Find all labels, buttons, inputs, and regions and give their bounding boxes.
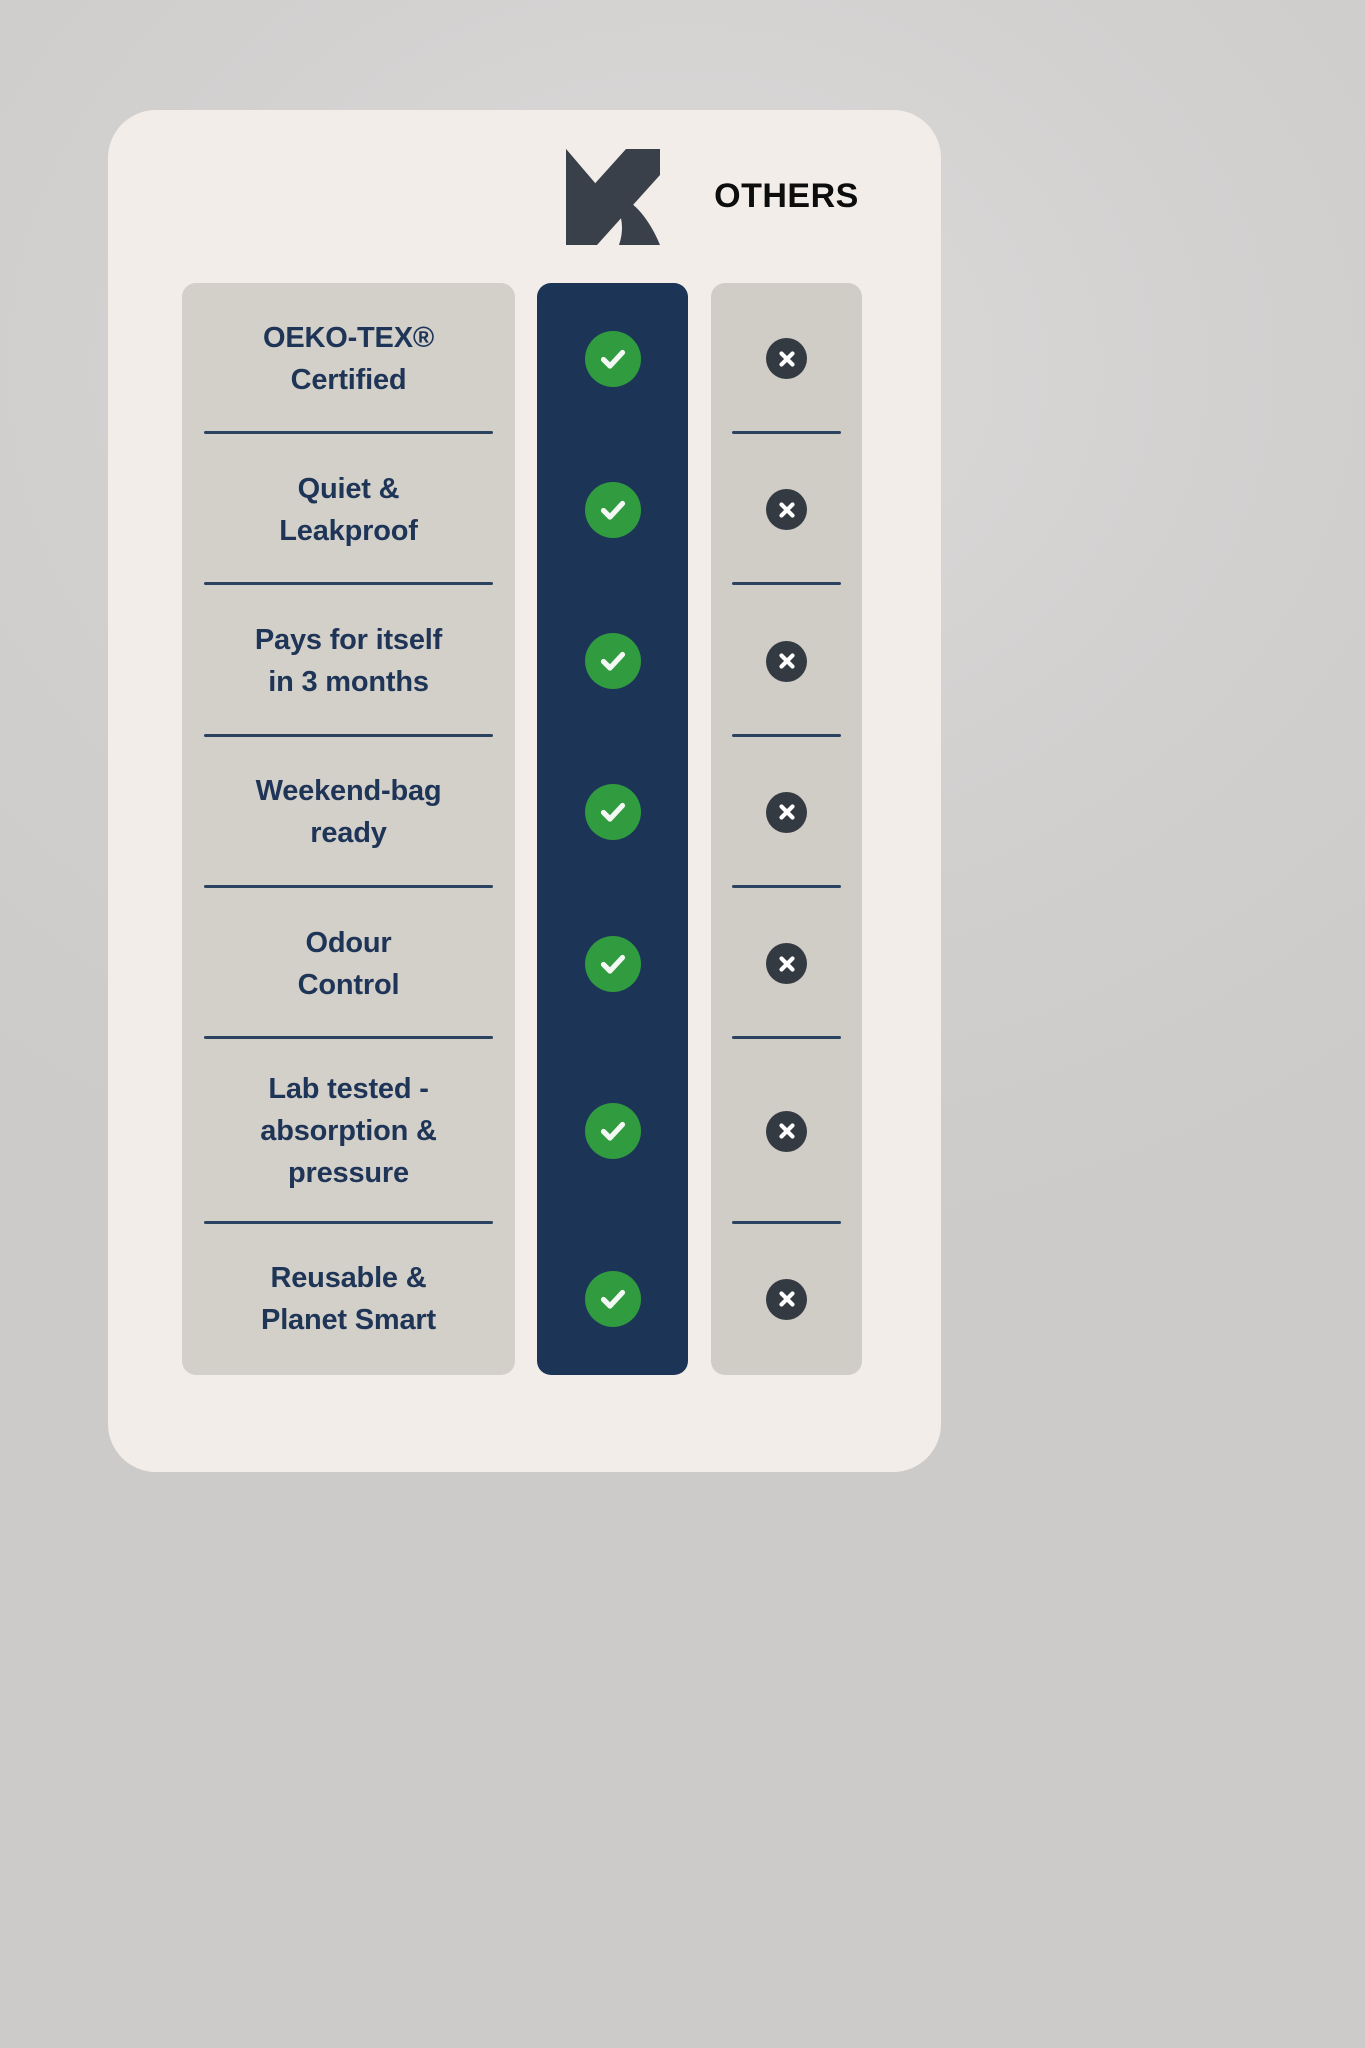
feature-label-line: Quiet &: [297, 472, 400, 505]
others-row-divider: [732, 582, 841, 586]
others-mark-row: [711, 888, 862, 1040]
brand-mark-row: [537, 737, 688, 888]
feature-label: Odour Control: [298, 922, 400, 1006]
others-header-cell: OTHERS: [711, 110, 862, 283]
others-row-divider: [732, 1036, 841, 1040]
feature-label-line: Reusable &: [270, 1262, 427, 1295]
feature-row: Weekend-bag ready: [204, 737, 493, 888]
feature-label: Lab tested - absorption & pressure: [260, 1068, 437, 1194]
brand-mark-row: [537, 434, 688, 585]
feature-row: Pays for itself in 3 months: [204, 585, 493, 737]
check-icon: [584, 481, 641, 538]
feature-label-line: Lab tested -: [268, 1073, 429, 1106]
feature-row: Quiet & Leakproof: [204, 434, 493, 586]
brand-mark-row: [537, 283, 688, 434]
others-row-divider: [732, 431, 841, 435]
brand-mark-row: [537, 585, 688, 736]
feature-label-line: Planet Smart: [261, 1304, 436, 1337]
feature-label-line: ready: [310, 817, 387, 850]
feature-label-line: Leakproof: [279, 514, 418, 547]
feature-row-divider: [204, 431, 493, 435]
comparison-header: OTHERS: [108, 110, 941, 283]
others-row-divider: [732, 1220, 841, 1224]
feature-row: Reusable & Planet Smart: [204, 1224, 493, 1375]
feature-label-line: OEKO-TEX®: [262, 321, 435, 354]
feature-row-divider: [204, 1220, 493, 1224]
feature-row: Lab tested - absorption & pressure: [204, 1039, 493, 1224]
feature-label: Pays for itself in 3 months: [255, 619, 442, 703]
feature-label: Weekend-bag ready: [256, 770, 442, 854]
check-icon: [584, 633, 641, 690]
feature-row-divider: [204, 733, 493, 737]
feature-label-line: in 3 months: [268, 666, 429, 699]
brand-column: [537, 283, 688, 1375]
others-mark-row: [711, 434, 862, 586]
others-mark-row: [711, 283, 862, 435]
cross-icon: [766, 489, 807, 531]
feature-label-line: Pays for itself: [254, 624, 443, 657]
brand-mark-row: [537, 888, 688, 1039]
check-icon: [584, 935, 641, 992]
cross-icon: [766, 1110, 807, 1152]
feature-label: Quiet & Leakproof: [279, 468, 418, 552]
others-row-divider: [732, 733, 841, 737]
cross-icon: [766, 943, 807, 985]
feature-label: OEKO-TEX® Certified: [263, 317, 434, 401]
others-column-label: OTHERS: [714, 177, 859, 215]
feature-row-divider: [204, 1036, 493, 1040]
brand-k-logo-icon: [564, 147, 662, 247]
others-column: [711, 283, 862, 1375]
feature-label: Reusable & Planet Smart: [261, 1257, 436, 1341]
feature-label-line: pressure: [288, 1157, 409, 1190]
feature-label-line: Control: [297, 968, 400, 1001]
features-column: OEKO-TEX® Certified Quiet & Leakproof Pays f…: [182, 283, 515, 1375]
feature-row-divider: [204, 884, 493, 888]
feature-label-line: Weekend-bag: [255, 775, 442, 808]
check-icon: [584, 330, 641, 387]
comparison-columns: OEKO-TEX® Certified Quiet & Leakproof Pays f…: [108, 283, 941, 1375]
cross-icon: [766, 791, 807, 833]
cross-icon: [766, 640, 807, 682]
feature-label-line: Odour: [305, 926, 392, 959]
feature-label-line: Certified: [290, 363, 407, 396]
brand-logo-cell: [537, 110, 688, 283]
others-row-divider: [732, 884, 841, 888]
others-mark-row: [711, 585, 862, 737]
brand-mark-row: [537, 1224, 688, 1375]
check-icon: [584, 784, 641, 841]
others-mark-row: [711, 1039, 862, 1224]
others-mark-row: [711, 737, 862, 888]
cross-icon: [766, 338, 807, 380]
feature-label-line: absorption &: [260, 1115, 437, 1148]
cross-icon: [766, 1278, 807, 1320]
comparison-card: OTHERS OEKO-TEX® Certified Quiet & Leakproo…: [108, 110, 941, 1472]
brand-mark-row: [537, 1039, 688, 1224]
check-icon: [584, 1103, 641, 1160]
feature-row: OEKO-TEX® Certified: [204, 283, 493, 435]
feature-row: Odour Control: [204, 888, 493, 1040]
feature-row-divider: [204, 582, 493, 586]
check-icon: [584, 1271, 641, 1328]
others-mark-row: [711, 1224, 862, 1375]
